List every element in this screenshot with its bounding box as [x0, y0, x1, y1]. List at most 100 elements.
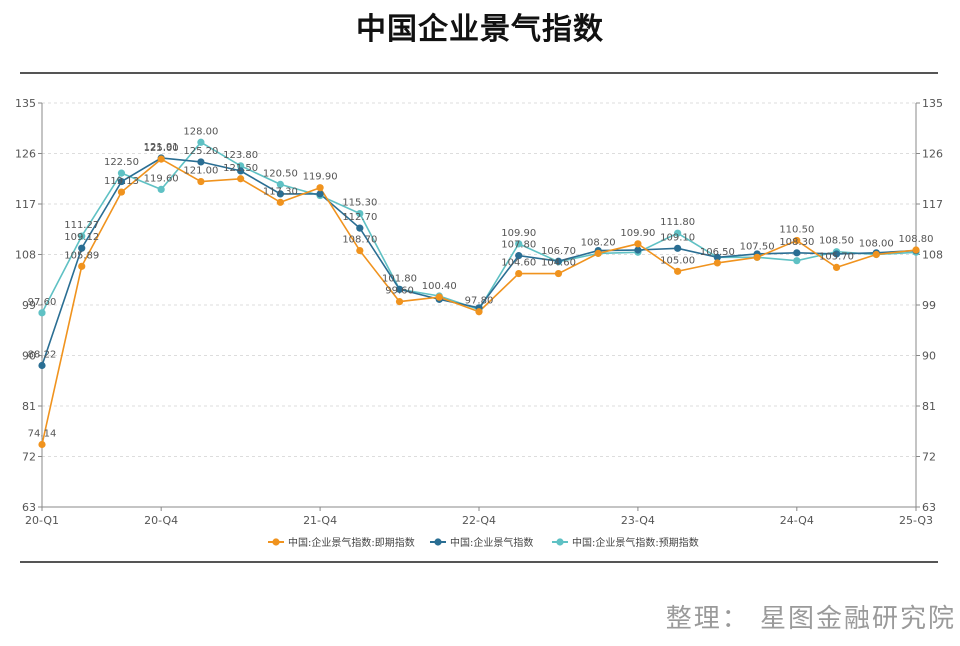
data-point — [117, 177, 126, 186]
legend: 中国:企业景气指数:即期指数 中国:企业景气指数 中国:企业景气指数:预期指数 — [268, 536, 699, 549]
data-point — [276, 190, 284, 198]
data-label: 123.80 — [223, 150, 258, 161]
data-label: 104.60 — [541, 258, 576, 269]
axis-layer: 63 63 72 72 81 81 90 90 99 99 108 108 117 117 126 126 13… — [15, 97, 943, 527]
data-label: 122.50 — [104, 157, 139, 168]
bottom-divider — [20, 561, 938, 563]
series-layer — [38, 138, 920, 449]
y-tick-label-left: 135 — [15, 97, 36, 110]
data-point — [117, 169, 126, 177]
data-point — [832, 250, 841, 258]
source-name: 星图金融研究院 — [759, 604, 956, 634]
data-point — [78, 262, 86, 270]
data-point — [38, 309, 46, 317]
data-point — [554, 257, 563, 265]
y-tick-label-left: 90 — [22, 350, 36, 363]
legend-label: 中国:企业景气指数:即期指数 — [288, 536, 415, 549]
y-tick-label-right: 99 — [922, 299, 936, 312]
data-label: 119.13 — [104, 176, 139, 187]
data-label: 108.50 — [819, 236, 854, 247]
data-point — [78, 244, 86, 252]
y-tick-label-right: 108 — [922, 249, 943, 262]
y-tick-label-left: 99 — [22, 299, 36, 312]
data-label: 108.70 — [342, 235, 377, 246]
data-label: 106.50 — [700, 247, 735, 258]
data-point — [395, 285, 404, 293]
x-tick-label: 22-Q4 — [462, 514, 496, 527]
data-label: 109.90 — [620, 228, 655, 239]
legend-label: 中国:企业景气指数 — [450, 536, 533, 549]
legend-label: 中国:企业景气指数:预期指数 — [572, 536, 699, 549]
data-label: 125.20 — [183, 146, 218, 157]
x-tick-label: 20-Q1 — [25, 514, 59, 527]
x-tick-label: 21-Q4 — [303, 514, 337, 527]
data-point — [316, 184, 324, 192]
data-label: 121.00 — [183, 166, 218, 177]
data-point — [78, 232, 86, 240]
data-label: 97.80 — [465, 296, 494, 307]
data-label: 100.40 — [422, 281, 457, 292]
data-point — [515, 252, 523, 260]
data-label: 115.30 — [342, 198, 377, 209]
y-tick-label-right: 90 — [922, 350, 936, 363]
data-point — [197, 138, 205, 146]
data-label: 101.80 — [382, 273, 417, 284]
data-point — [793, 257, 801, 265]
data-point — [356, 246, 364, 255]
data-point — [276, 180, 284, 188]
y-tick-label-left: 63 — [22, 501, 36, 514]
data-label-layer: 74.14 105.89 119.13 125.00 121.00 121.50 117.3… — [28, 126, 934, 439]
data-label: 110.50 — [779, 224, 814, 235]
series-line-1 — [41, 157, 917, 366]
data-point — [157, 155, 165, 163]
data-label: 119.60 — [144, 173, 179, 184]
data-point — [554, 269, 563, 278]
legend-swatch-dot — [272, 538, 280, 546]
data-point — [157, 185, 165, 194]
data-label: 105.89 — [64, 250, 99, 261]
data-point — [276, 198, 284, 206]
data-label: 108.30 — [779, 237, 814, 248]
data-label: 109.90 — [501, 228, 536, 239]
data-label: 88.22 — [28, 349, 57, 360]
top-divider — [20, 72, 938, 74]
x-tick-label: 24-Q4 — [780, 514, 814, 527]
data-point — [912, 246, 920, 254]
data-label: 112.70 — [342, 212, 377, 223]
data-label: 125.00 — [144, 143, 179, 154]
data-label: 97.60 — [28, 297, 57, 308]
data-label: 120.50 — [263, 168, 298, 179]
data-label: 105.70 — [819, 251, 854, 262]
y-tick-label-left: 108 — [15, 249, 36, 262]
line-chart: 63 63 72 72 81 81 90 90 99 99 108 108 117 117 126 126 13… — [15, 97, 943, 549]
data-label: 108.00 — [859, 239, 894, 250]
data-label: 74.14 — [28, 428, 57, 439]
data-point — [713, 253, 721, 261]
data-point — [674, 244, 682, 252]
data-label: 109.12 — [64, 232, 99, 243]
data-label: 121.91 — [144, 142, 179, 153]
data-point — [515, 240, 523, 248]
data-label: 99.60 — [385, 286, 414, 297]
data-point — [872, 250, 880, 259]
y-tick-label-right: 81 — [922, 400, 936, 413]
data-label: 104.60 — [501, 258, 536, 269]
y-tick-label-right: 63 — [922, 501, 936, 514]
data-label: 109.10 — [660, 232, 695, 243]
y-tick-label-right: 126 — [922, 148, 943, 161]
data-point — [356, 209, 364, 218]
data-label: 105.00 — [660, 255, 695, 266]
data-point — [594, 249, 602, 257]
source-credit: 整理： 星图金融研究院 — [666, 598, 956, 635]
data-point — [38, 440, 46, 449]
data-point — [634, 240, 642, 248]
data-point — [793, 236, 801, 245]
data-point — [237, 162, 245, 170]
data-label: 119.90 — [303, 172, 338, 183]
y-tick-label-right: 72 — [922, 451, 936, 464]
data-point — [753, 253, 761, 261]
data-point — [356, 224, 364, 232]
data-point — [197, 158, 205, 166]
data-point — [515, 269, 523, 278]
data-point — [435, 293, 443, 301]
